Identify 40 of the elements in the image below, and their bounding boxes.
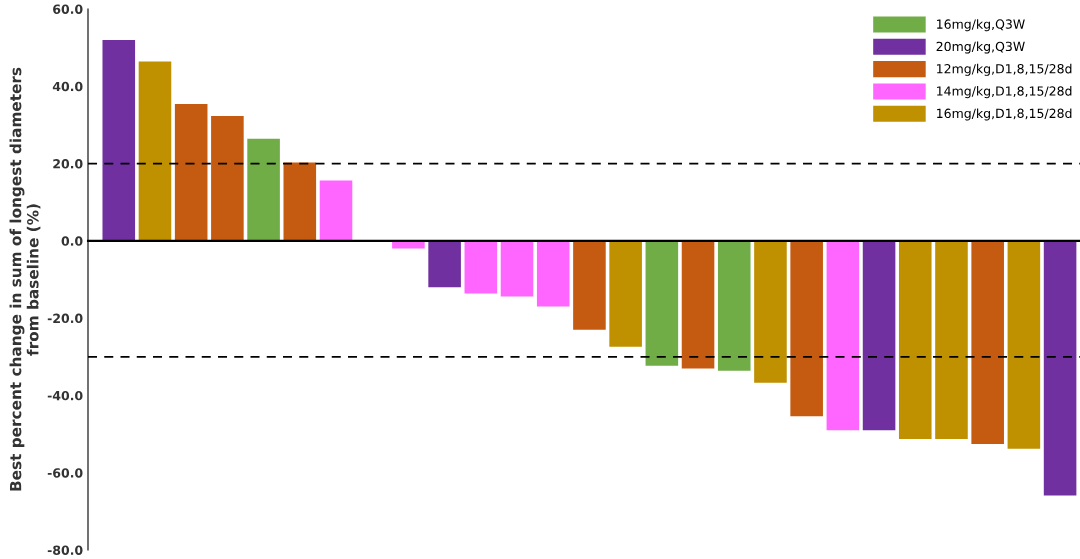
bar	[862, 240, 896, 431]
bar	[464, 240, 498, 294]
bar	[138, 61, 172, 241]
bar	[971, 240, 1004, 445]
bar	[247, 138, 280, 241]
bar	[174, 104, 208, 241]
bar	[392, 240, 425, 249]
legend-label: 12mg/kg,D1,8,15/28d	[937, 63, 1072, 76]
bar	[935, 240, 968, 440]
legend-label: 20mg/kg,Q3W	[936, 41, 1025, 54]
legend-label: 16mg/kg,D1,8,15/28d	[937, 108, 1072, 121]
bar	[898, 240, 932, 440]
y-axis-title: Best percent change in sum of longest diameters from baseline (%)	[9, 67, 41, 491]
bar	[681, 240, 715, 369]
bar	[1043, 240, 1077, 496]
y-tick-label: 0.0	[61, 236, 83, 246]
bar	[283, 162, 317, 241]
bar	[717, 240, 751, 371]
bar	[609, 240, 642, 347]
bar	[1007, 240, 1041, 449]
bar	[754, 240, 787, 383]
bar	[826, 240, 860, 431]
y-tick-label: 40.0	[52, 81, 83, 92]
bar	[573, 240, 606, 330]
bar	[645, 240, 679, 366]
legend-label: 14mg/kg,D1,8,15/28d	[937, 86, 1072, 99]
y-tick-label: -80.0	[47, 545, 83, 555]
legend-label: 16mg/kg,Q3W	[937, 19, 1025, 32]
bar	[790, 240, 823, 417]
bar	[428, 240, 461, 288]
bar	[500, 240, 534, 297]
bar	[536, 240, 570, 307]
y-tick-label: 60.0	[53, 4, 83, 14]
bar	[319, 180, 353, 241]
y-tick-label: 20.0	[53, 159, 83, 169]
bar	[102, 39, 136, 241]
bar	[211, 116, 244, 241]
y-tick-label: -60.0	[47, 468, 83, 478]
y-tick-label: -20.0	[47, 313, 83, 324]
y-tick-label: -40.0	[47, 390, 83, 401]
